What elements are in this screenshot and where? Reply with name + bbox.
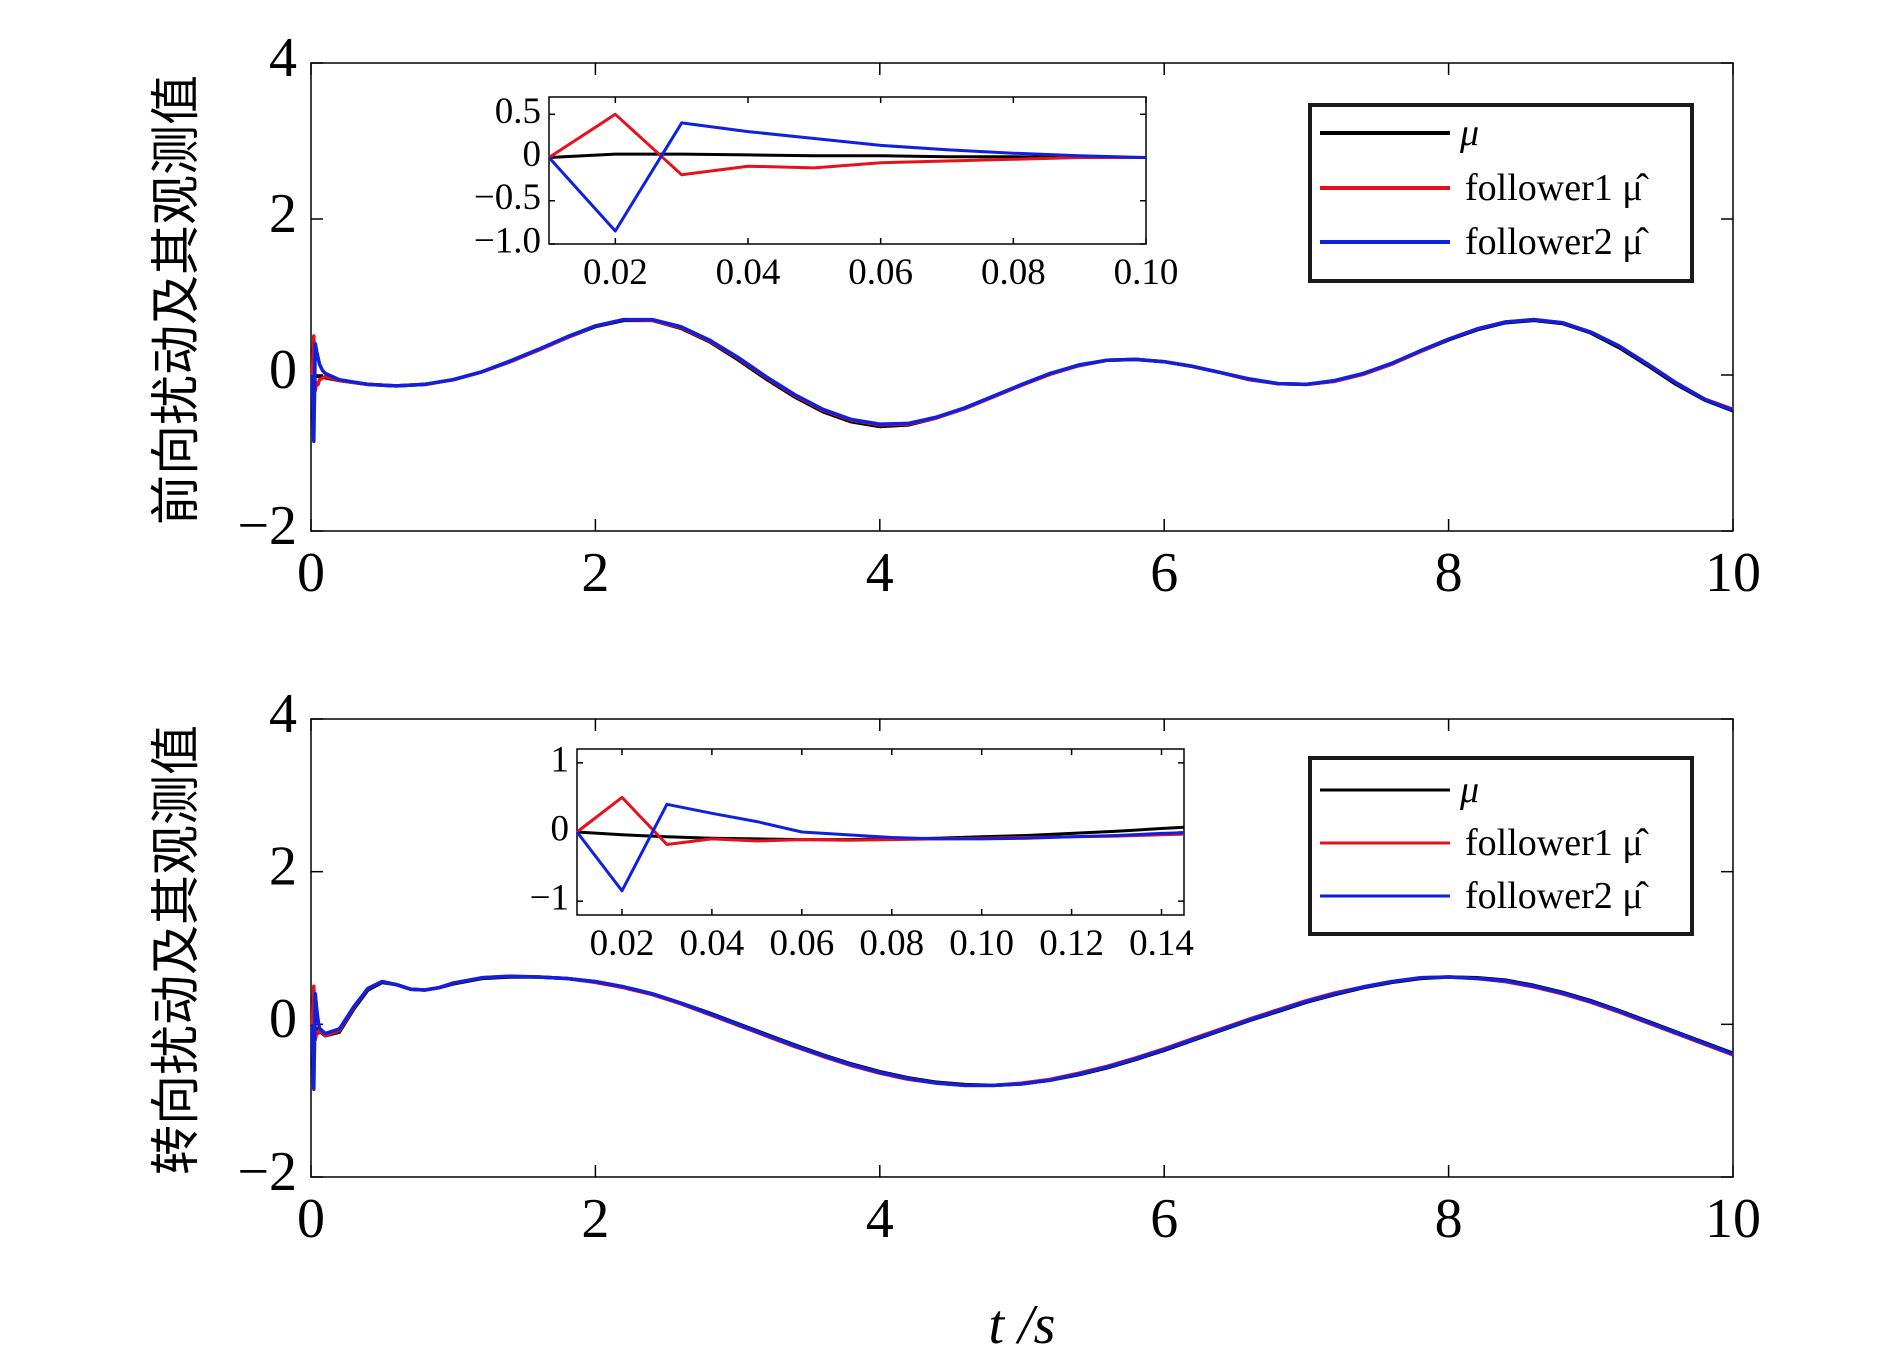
- legend-label-follower2: follower2 μ̂: [1465, 221, 1650, 263]
- x-tick-label: 0: [297, 542, 325, 604]
- legend: μ follower1 μ̂ follower2 μ̂: [1308, 103, 1694, 283]
- inset-y-ticks: 0.50−0.5−1.0: [474, 91, 1146, 261]
- y-tick-label: 4: [269, 27, 297, 89]
- series-line: [310, 317, 1734, 444]
- legend-label-follower2: follower2 μ̂: [1465, 875, 1650, 917]
- y-axis-ticks: −2 0 2 4: [237, 683, 1733, 1203]
- x-tick-label: 0.06: [848, 252, 913, 293]
- inset-series: [547, 112, 1147, 233]
- y-tick-label: −1.0: [474, 220, 541, 261]
- y-tick-label: 0: [551, 808, 570, 849]
- x-tick-label: 0.12: [1039, 923, 1104, 964]
- inset-chart: 1 0 −1 0.02 0.04 0.06 0.08 0.10 0.12 0.14: [530, 739, 1194, 964]
- x-axis-ticks: 0 2 4 6 8 10: [297, 63, 1761, 604]
- y-tick-label: 0: [523, 134, 542, 175]
- x-tick-label: 0.08: [981, 252, 1046, 293]
- y-tick-label: 1: [551, 739, 570, 780]
- x-tick-label: 0.02: [583, 252, 648, 293]
- x-tick-label: 0.14: [1129, 923, 1194, 964]
- y-tick-label: −2: [237, 1141, 297, 1203]
- y-tick-label: 2: [269, 183, 297, 245]
- x-tick-label: 6: [1150, 1188, 1178, 1250]
- series-line: [310, 974, 1734, 1091]
- legend-label-follower1: follower1 μ̂: [1465, 167, 1650, 209]
- series-lines: [310, 317, 1734, 444]
- y-tick-label: −0.5: [474, 177, 541, 218]
- x-tick-label: 0.02: [590, 923, 655, 964]
- legend: μ follower1 μ̂ follower2 μ̂: [1308, 756, 1694, 936]
- x-tick-label: 0.10: [1114, 252, 1179, 293]
- x-tick-label: 0.10: [949, 923, 1014, 964]
- inset-x-ticks: 0.02 0.04 0.06 0.08 0.10 0.12 0.14: [590, 749, 1194, 964]
- x-tick-label: 0.04: [716, 252, 781, 293]
- y-tick-label: 0: [269, 339, 297, 401]
- inset-x-ticks: 0.02 0.04 0.06 0.08 0.10: [583, 97, 1178, 293]
- x-tick-label: 2: [581, 1188, 609, 1250]
- x-tick-label: 4: [866, 1188, 894, 1250]
- x-tick-label: 10: [1705, 542, 1761, 604]
- y-tick-label: 0: [269, 988, 297, 1050]
- x-tick-label: 0: [297, 1188, 325, 1250]
- y-tick-label: −1: [530, 878, 569, 919]
- series-line: [575, 802, 1185, 893]
- x-tick-label: 8: [1435, 542, 1463, 604]
- x-tick-label: 10: [1705, 1188, 1761, 1250]
- y-axis-label: 转向扰动及其观测值: [147, 725, 205, 1175]
- series-line: [547, 121, 1147, 233]
- x-tick-label: 0.04: [680, 923, 745, 964]
- inset-series: [575, 795, 1185, 893]
- x-axis-ticks: 0 2 4 6 8 10: [297, 719, 1761, 1250]
- legend-label-follower1: follower1 μ̂: [1465, 822, 1650, 864]
- inset-plot-area: [548, 96, 1147, 245]
- y-axis-label: 前向扰动及其观测值: [147, 75, 205, 525]
- y-tick-label: 4: [269, 683, 297, 745]
- y-axis-ticks: −2 0 2 4: [237, 27, 1733, 557]
- inset-y-ticks: 1 0 −1: [530, 739, 1184, 919]
- series-line: [548, 112, 1146, 177]
- inset-chart: 0.50−0.5−1.0 0.02 0.04 0.06 0.08 0.10: [474, 91, 1179, 293]
- y-tick-label: −2: [237, 495, 297, 557]
- y-tick-label: 0.5: [495, 91, 541, 132]
- x-axis-label: t /s: [989, 1294, 1056, 1355]
- legend-label-mu: μ: [1459, 112, 1479, 154]
- x-tick-label: 8: [1435, 1188, 1463, 1250]
- legend-label-mu: μ: [1459, 769, 1479, 811]
- series-lines: [309, 974, 1734, 1091]
- x-tick-label: 6: [1150, 542, 1178, 604]
- legend-box: [1308, 756, 1694, 936]
- x-tick-label: 4: [866, 542, 894, 604]
- x-tick-label: 2: [581, 542, 609, 604]
- y-tick-label: 2: [269, 836, 297, 898]
- x-tick-label: 0.06: [769, 923, 834, 964]
- x-tick-label: 0.08: [859, 923, 924, 964]
